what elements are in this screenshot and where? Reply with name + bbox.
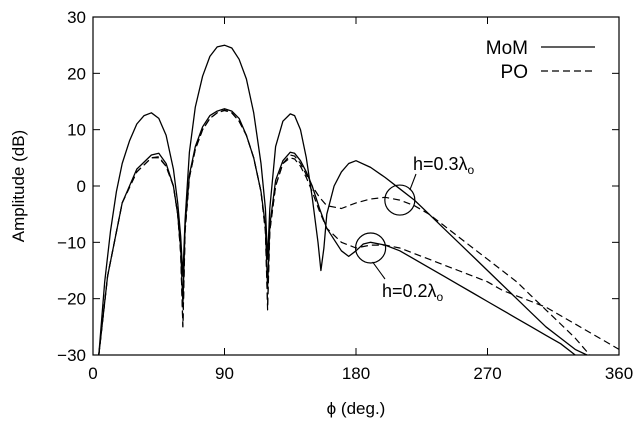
annotation-leader-line — [372, 261, 386, 280]
plot-curves — [98, 44, 620, 356]
annotation-circle — [384, 184, 416, 216]
y-axis-ticks: 30 20 10 0 −10 −20 −30 — [57, 8, 619, 365]
x-tick-label: 90 — [215, 364, 234, 383]
x-tick-label: 360 — [605, 364, 633, 383]
x-tick-label: 0 — [88, 364, 97, 383]
x-tick-label: 180 — [342, 364, 370, 383]
annotation-leader-line — [409, 173, 417, 191]
series-line-mom-h03 — [98, 44, 588, 356]
y-tick-label: 30 — [67, 8, 86, 27]
x-axis-ticks: 0 90 180 270 360 — [88, 17, 633, 383]
series-line-mom-h02 — [98, 108, 576, 356]
legend: MoM PO — [486, 38, 595, 83]
annotations: h=0.3λo h=0.2λo — [355, 154, 475, 304]
y-tick-label: −20 — [57, 290, 86, 309]
annotation-label: h=0.2λo — [382, 281, 444, 304]
x-tick-label: 270 — [473, 364, 501, 383]
y-tick-label: 20 — [67, 64, 86, 83]
y-tick-label: 10 — [67, 121, 86, 140]
legend-label-po: PO — [501, 62, 528, 83]
annotation-label: h=0.3λo — [413, 154, 475, 177]
legend-label-mom: MoM — [486, 38, 528, 59]
x-axis-label: ϕ (deg.) — [327, 399, 386, 418]
y-axis-label: Amplitude (dB) — [9, 130, 28, 242]
y-tick-label: −30 — [57, 346, 86, 365]
y-tick-label: −10 — [57, 233, 86, 252]
y-tick-label: 0 — [77, 177, 86, 196]
series-line-po-h02 — [98, 109, 620, 356]
annotation-circle — [355, 232, 387, 264]
